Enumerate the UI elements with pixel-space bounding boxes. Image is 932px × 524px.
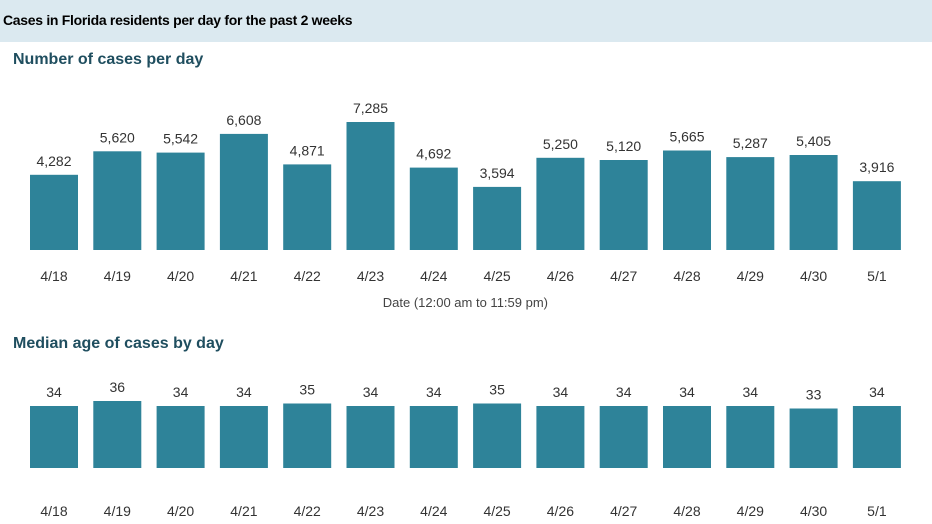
cases-value-label: 5,120 (606, 138, 641, 154)
cases-x-tick-label: 5/1 (867, 268, 887, 284)
age-x-tick-label: 4/22 (294, 503, 321, 519)
cases-x-tick-label: 4/20 (167, 268, 194, 284)
age-x-tick-label: 4/26 (547, 503, 574, 519)
age-x-tick-label: 4/19 (104, 503, 131, 519)
age-x-tick-label: 4/25 (483, 503, 510, 519)
cases-x-tick-label: 4/18 (40, 268, 67, 284)
cases-bar (409, 167, 458, 250)
cases-bar (93, 151, 142, 250)
age-bar (346, 406, 395, 468)
age-bar (93, 401, 142, 468)
age-x-tick-label: 4/28 (673, 503, 700, 519)
age-value-label: 34 (236, 384, 252, 400)
age-bar (663, 406, 711, 468)
age-chart: 34 4/18 36 4/19 34 4/20 34 4/21 35 4/22 34 4/23 34 4/… (30, 379, 901, 519)
age-bar (30, 406, 78, 468)
cases-bar (156, 152, 205, 250)
cases-bar (536, 157, 585, 250)
cases-x-tick-label: 4/19 (104, 268, 131, 284)
cases-bar (30, 174, 78, 250)
cases-x-tick-label: 4/28 (673, 268, 700, 284)
age-value-label: 34 (173, 384, 189, 400)
age-x-tick-label: 5/1 (867, 503, 887, 519)
cases-bar (219, 133, 268, 250)
cases-x-tick-label: 4/26 (547, 268, 574, 284)
cases-value-label: 5,542 (163, 131, 198, 147)
cases-value-label: 5,620 (100, 129, 135, 145)
age-value-label: 34 (363, 384, 379, 400)
age-value-label: 34 (426, 384, 442, 400)
cases-bar (599, 160, 648, 250)
age-value-label: 33 (806, 387, 822, 403)
age-bar (599, 406, 648, 468)
cases-value-label: 4,871 (290, 142, 325, 158)
cases-value-label: 4,692 (416, 146, 451, 162)
cases-x-tick-label: 4/21 (230, 268, 257, 284)
cases-x-tick-label: 4/23 (357, 268, 384, 284)
age-bar (283, 403, 332, 468)
age-x-tick-label: 4/24 (420, 503, 447, 519)
age-value-label: 36 (110, 379, 126, 395)
cases-bar (283, 164, 332, 250)
age-value-label: 34 (616, 384, 632, 400)
age-bar (473, 403, 522, 468)
cases-x-tick-label: 4/30 (800, 268, 827, 284)
age-value-label: 34 (679, 384, 695, 400)
cases-value-label: 5,405 (796, 133, 831, 149)
cases-value-label: 6,608 (226, 112, 261, 128)
age-value-label: 34 (46, 384, 62, 400)
cases-bar (346, 122, 395, 250)
age-value-label: 34 (869, 384, 885, 400)
cases-x-tick-label: 4/27 (610, 268, 637, 284)
age-value-label: 35 (489, 382, 505, 398)
age-chart-title: Median age of cases by day (13, 335, 224, 352)
cases-value-label: 3,594 (480, 165, 515, 181)
cases-x-axis-title: Date (12:00 am to 11:59 pm) (383, 295, 548, 310)
age-value-label: 34 (553, 384, 569, 400)
cases-x-tick-label: 4/24 (420, 268, 447, 284)
cases-bar (473, 186, 522, 250)
age-x-tick-label: 4/29 (737, 503, 764, 519)
cases-x-tick-label: 4/25 (483, 268, 510, 284)
cases-value-label: 5,665 (669, 129, 704, 145)
cases-chart: 4,282 4/18 5,620 4/19 5,542 4/20 6,608 4/21 4,87… (30, 100, 901, 310)
age-x-tick-label: 4/21 (230, 503, 257, 519)
age-bar (409, 406, 458, 468)
age-bar (219, 406, 268, 468)
age-bar (726, 406, 775, 468)
cases-value-label: 4,282 (36, 153, 71, 169)
cases-value-label: 5,287 (733, 135, 768, 151)
age-bar (156, 406, 205, 468)
age-bar (852, 406, 901, 468)
page-title: Cases in Florida residents per day for t… (3, 12, 353, 28)
cases-chart-title: Number of cases per day (13, 51, 204, 68)
age-x-tick-label: 4/18 (40, 503, 67, 519)
cases-bar (663, 150, 711, 250)
cases-bar (789, 155, 838, 250)
age-bar (536, 406, 585, 468)
cases-bar (852, 181, 901, 250)
cases-value-label: 5,250 (543, 136, 578, 152)
header-bar: Cases in Florida residents per day for t… (0, 0, 932, 42)
cases-value-label: 3,916 (859, 159, 894, 175)
age-bar (789, 408, 838, 468)
age-x-tick-label: 4/20 (167, 503, 194, 519)
cases-bar (726, 157, 775, 250)
age-value-label: 34 (743, 384, 759, 400)
age-x-tick-label: 4/30 (800, 503, 827, 519)
cases-x-tick-label: 4/22 (294, 268, 321, 284)
age-x-tick-label: 4/27 (610, 503, 637, 519)
age-x-tick-label: 4/23 (357, 503, 384, 519)
age-value-label: 35 (299, 382, 315, 398)
cases-x-tick-label: 4/29 (737, 268, 764, 284)
cases-value-label: 7,285 (353, 100, 388, 116)
